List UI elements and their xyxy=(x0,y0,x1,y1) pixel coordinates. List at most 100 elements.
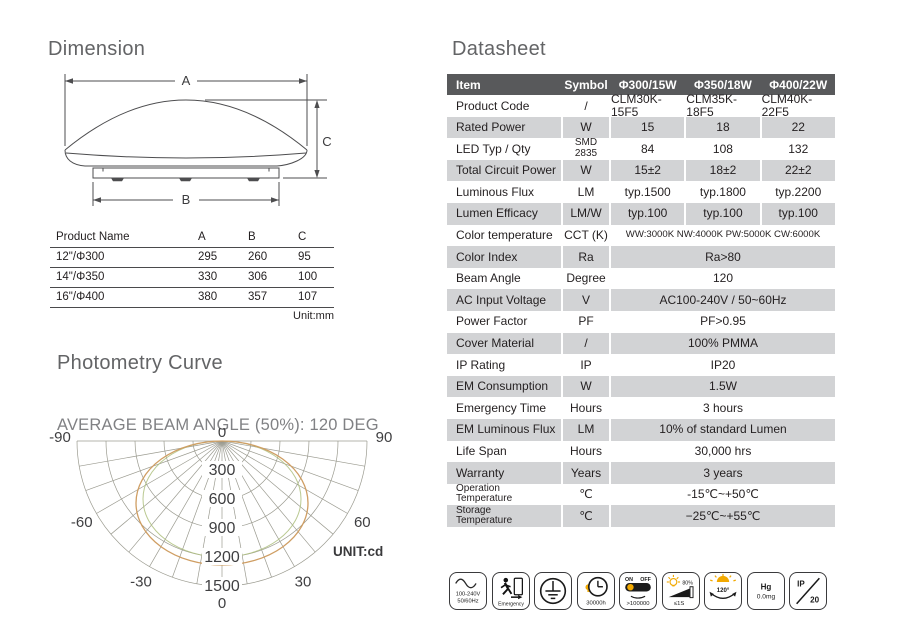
ds-value-cell: 132 xyxy=(788,141,809,156)
ds-col-model-1: Φ300/15W xyxy=(618,77,677,92)
dimension-table-cell: 357 xyxy=(234,287,284,308)
exit-door-glyph xyxy=(513,577,523,596)
polar-angle-label: 60 xyxy=(354,514,371,531)
ds-item-cell: LED Typ / Qty xyxy=(456,141,531,156)
polar-ray xyxy=(221,440,348,514)
ds-value-cell: 15±2 xyxy=(611,159,685,182)
polar-angle-label: -90 xyxy=(49,429,71,446)
ds-item-cell: Beam Angle xyxy=(456,271,521,286)
svg-text:20: 20 xyxy=(810,595,819,604)
ds-item-cell: Luminous Flux xyxy=(456,184,535,199)
ds-value-span-cell: 100% PMMA xyxy=(611,332,835,355)
ds-col-model-3: Φ400/22W xyxy=(769,77,828,92)
dimension-table-cell: 306 xyxy=(234,267,284,288)
ds-item-cell: Rated Power xyxy=(447,116,561,139)
polar-unit-label: UNIT:cd xyxy=(333,544,383,559)
ds-col-symbol: Symbol xyxy=(564,77,608,92)
polar-radial-label: 1200 xyxy=(204,549,240,566)
svg-text:80%: 80% xyxy=(682,580,693,586)
ds-value-cell: 108 xyxy=(712,141,733,156)
ds-value-span-cell: PF>0.95 xyxy=(700,314,746,329)
svg-text:>100000: >100000 xyxy=(627,601,651,607)
datasheet-row: Cover Material/100% PMMA xyxy=(447,332,835,355)
dimension-drawing: A B C xyxy=(64,73,332,207)
arrow-right-glyph xyxy=(517,595,522,600)
datasheet-row: Warranty Years 3 years xyxy=(447,462,835,484)
ramp-glyph xyxy=(668,588,690,598)
polar-radial-label: 900 xyxy=(209,520,236,537)
certification-icons: 100-240V 50/60Hz Emergency xyxy=(449,572,827,610)
running-man-glyph xyxy=(500,577,512,595)
dimension-section-title: Dimension xyxy=(48,38,146,60)
polar-radial-label-bg xyxy=(202,490,242,507)
dimension-table-row: 14"/Φ350 330 306 100 xyxy=(50,267,334,288)
photometry-subtitle: AVERAGE BEAM ANGLE (50%): 120 DEG xyxy=(57,416,379,434)
lifespan-clock-icon: 30000h xyxy=(576,572,615,610)
ds-symbol-cell: LM/W xyxy=(563,202,609,225)
polar-origin-label: 0 xyxy=(218,428,226,441)
ds-item-cell: IP Rating xyxy=(456,357,506,372)
svg-text:OFF: OFF xyxy=(640,577,651,583)
polar-angle-label: 90 xyxy=(376,429,393,446)
ds-item-cell: Color Index xyxy=(447,246,561,268)
datasheet-table: Item Symbol Φ300/15W Φ350/18W Φ400/22W P… xyxy=(447,74,835,527)
ds-value-span-cell: 1.5W xyxy=(611,375,835,398)
polar-ray xyxy=(221,440,316,553)
ds-item-cell: EM Consumption xyxy=(447,375,561,398)
ds-value-cell: typ.100 xyxy=(686,202,760,225)
svg-text:≤1S: ≤1S xyxy=(673,601,683,607)
ds-symbol-cell: Ra xyxy=(563,246,609,268)
dim-label-b: B xyxy=(182,192,191,207)
ds-item-cell: Lumen Efficacy xyxy=(447,202,561,225)
polar-radial-label-bg xyxy=(202,548,242,565)
ds-value-span-cell: IP20 xyxy=(710,357,736,372)
dimension-unit-note: Unit:mm xyxy=(293,310,334,322)
polar-ray xyxy=(221,440,365,467)
photometry-chart: 300 600 900 1200 1500 0 -90 -60 -30 0 30 60 90 UNIT:c… xyxy=(35,424,415,615)
datasheet-row: Storage Temperature ℃ −25℃~+55℃ xyxy=(447,505,835,527)
slash-glyph xyxy=(796,577,820,605)
ds-item-cell: Total Circuit Power xyxy=(447,159,561,182)
svg-text:Hg: Hg xyxy=(760,583,771,592)
dimension-table-cell: 95 xyxy=(284,247,334,268)
dimension-table-cell: 380 xyxy=(184,287,234,308)
switch-cycles-icon: ON OFF >100000 xyxy=(619,572,657,610)
datasheet-row: Luminous Flux LM typ.1500 typ.1800 typ.2200 xyxy=(447,181,835,203)
sun-glyph xyxy=(710,573,736,582)
ds-item-cell: Power Factor xyxy=(456,314,528,329)
dim-label-a: A xyxy=(182,73,191,88)
dim-col-b: B xyxy=(234,228,284,248)
polar-angle-label: 30 xyxy=(295,573,312,590)
clock-glyph xyxy=(587,576,608,597)
ds-item-cell: AC Input Voltage xyxy=(447,289,561,311)
ip-rating-icon: IP 20 xyxy=(789,572,827,610)
datasheet-body: Product Code / CLM30K-15F5 CLM35K-18F5 CLM40… xyxy=(447,93,835,527)
ds-item-cell: Product Code xyxy=(456,98,530,113)
beam-angle-icon: 120° xyxy=(704,572,742,610)
dimension-table-cell: 107 xyxy=(284,287,334,308)
svg-text:IP: IP xyxy=(797,579,805,588)
dim-col-c: C xyxy=(284,228,334,248)
dimension-table-cell: 12"/Φ300 xyxy=(50,247,184,268)
ds-value-span-cell: Ra>80 xyxy=(611,246,835,268)
svg-text:ON: ON xyxy=(625,577,633,583)
emergency-icon: Emergency xyxy=(491,572,530,610)
dimension-table-row: 16"/Φ400 380 357 107 xyxy=(50,287,334,308)
ac-input-icon: 100-240V 50/60Hz xyxy=(449,572,487,610)
ds-value-span-cell: 120 xyxy=(712,271,734,286)
datasheet-row: EM Luminous Flux LM 10% of standard Lumen xyxy=(447,418,835,441)
datasheet-row: Color Index Ra Ra>80 xyxy=(447,246,835,268)
dim-label-c: C xyxy=(322,134,331,149)
datasheet-row: Power Factor PF PF>0.95 xyxy=(447,311,835,333)
ds-item-cell: Storage Temperature xyxy=(447,505,561,527)
dimension-table-body: 12"/Φ300 295 260 95 14"/Φ350 330 306 100 16"/Φ40… xyxy=(50,247,334,308)
ds-symbol-cell: Hours xyxy=(569,400,602,415)
ds-value-cell: 18±2 xyxy=(686,159,760,182)
polar-ray xyxy=(79,440,223,467)
ds-value-cell: typ.1500 xyxy=(624,184,671,199)
datasheet-row: EM Consumption W 1.5W xyxy=(447,375,835,398)
dimension-table: Product Name A B C 12"/Φ300 295 260 95 14"/Φ… xyxy=(50,228,334,322)
ds-item-cell: Emergency Time xyxy=(456,400,547,415)
ds-symbol-cell: Hours xyxy=(569,444,602,458)
ds-symbol-cell: Degree xyxy=(566,271,606,286)
